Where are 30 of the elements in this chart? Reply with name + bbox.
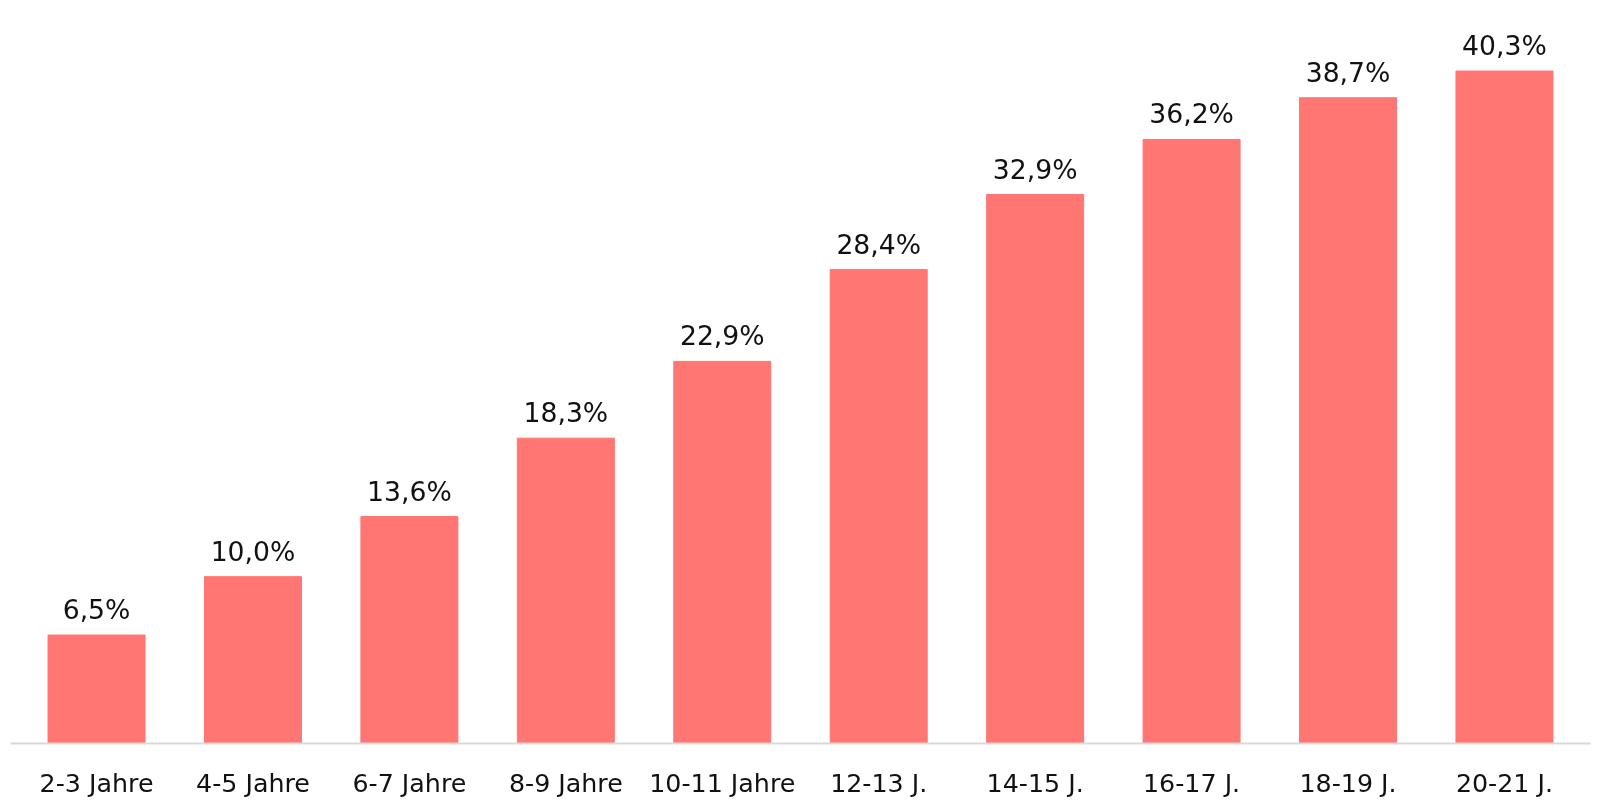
bar — [986, 194, 1085, 744]
bar — [673, 360, 772, 744]
x-tick-label: 14-15 J. — [986, 767, 1084, 798]
data-label: 38,7% — [1305, 56, 1391, 88]
x-tick-label: 4-5 Jahre — [196, 767, 310, 798]
data-label: 18,3% — [523, 397, 609, 429]
bar — [1299, 97, 1398, 744]
x-tick-label: 6-7 Jahre — [352, 767, 467, 798]
data-label: 40,3% — [1462, 30, 1547, 62]
data-label: 6,5% — [62, 594, 131, 626]
bar — [829, 269, 928, 744]
x-tick-label: 8-9 Jahre — [508, 767, 623, 798]
bar — [1455, 70, 1554, 744]
bar — [203, 576, 302, 744]
bar — [360, 516, 459, 744]
data-label: 10,0% — [210, 535, 296, 567]
x-tick-label: 16-17 J. — [1143, 767, 1241, 798]
data-label: 13,6% — [367, 475, 452, 507]
x-tick-label: 2-3 Jahre — [39, 767, 154, 798]
x-tick-label: 10-11 Jahre — [649, 767, 796, 798]
data-label: 28,4% — [836, 228, 922, 260]
x-tick-label: 18-19 J. — [1299, 767, 1397, 798]
data-label: 22,9% — [679, 320, 765, 352]
x-tick-label: 20-21 J. — [1455, 767, 1554, 798]
x-tick-label: 12-13 J. — [830, 767, 928, 798]
bar — [47, 634, 146, 744]
data-label: 36,2% — [1149, 98, 1234, 130]
data-label: 32,9% — [992, 153, 1078, 185]
bar — [1142, 138, 1241, 744]
bar — [516, 437, 615, 744]
